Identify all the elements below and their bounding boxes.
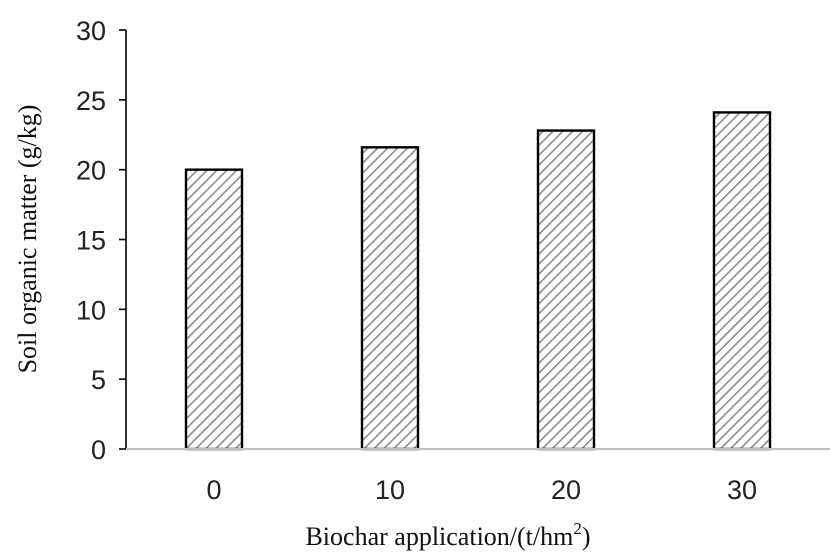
x-axis-title-main: Biochar application/(t/hm [305, 522, 573, 551]
bar-30 [712, 111, 772, 451]
bar-series [184, 111, 772, 451]
bar-20 [536, 129, 596, 451]
x-axis-ticks: 0 10 20 30 [206, 475, 757, 505]
y-tick-label: 15 [76, 226, 106, 256]
x-tick-label: 20 [551, 475, 581, 505]
x-axis-title-superscript: 2 [573, 519, 582, 538]
y-tick-label: 20 [76, 156, 106, 186]
x-tick-label: 30 [727, 475, 757, 505]
y-tick-label: 25 [76, 86, 106, 116]
y-tick-label: 5 [91, 365, 106, 395]
x-axis-title: Biochar application/(t/hm2) [305, 519, 590, 551]
y-axis-title: Soil organic matter (g/kg) [13, 105, 42, 374]
y-tick-label: 0 [91, 435, 106, 465]
bar-10 [360, 146, 420, 451]
bar-0 [184, 168, 244, 451]
y-axis-ticks: 0 5 10 15 20 25 30 [76, 16, 126, 465]
y-tick-label: 10 [76, 295, 106, 325]
x-tick-label: 0 [206, 475, 221, 505]
x-tick-label: 10 [375, 475, 405, 505]
y-tick-label: 30 [76, 16, 106, 46]
x-axis-title-suffix: ) [582, 522, 591, 551]
